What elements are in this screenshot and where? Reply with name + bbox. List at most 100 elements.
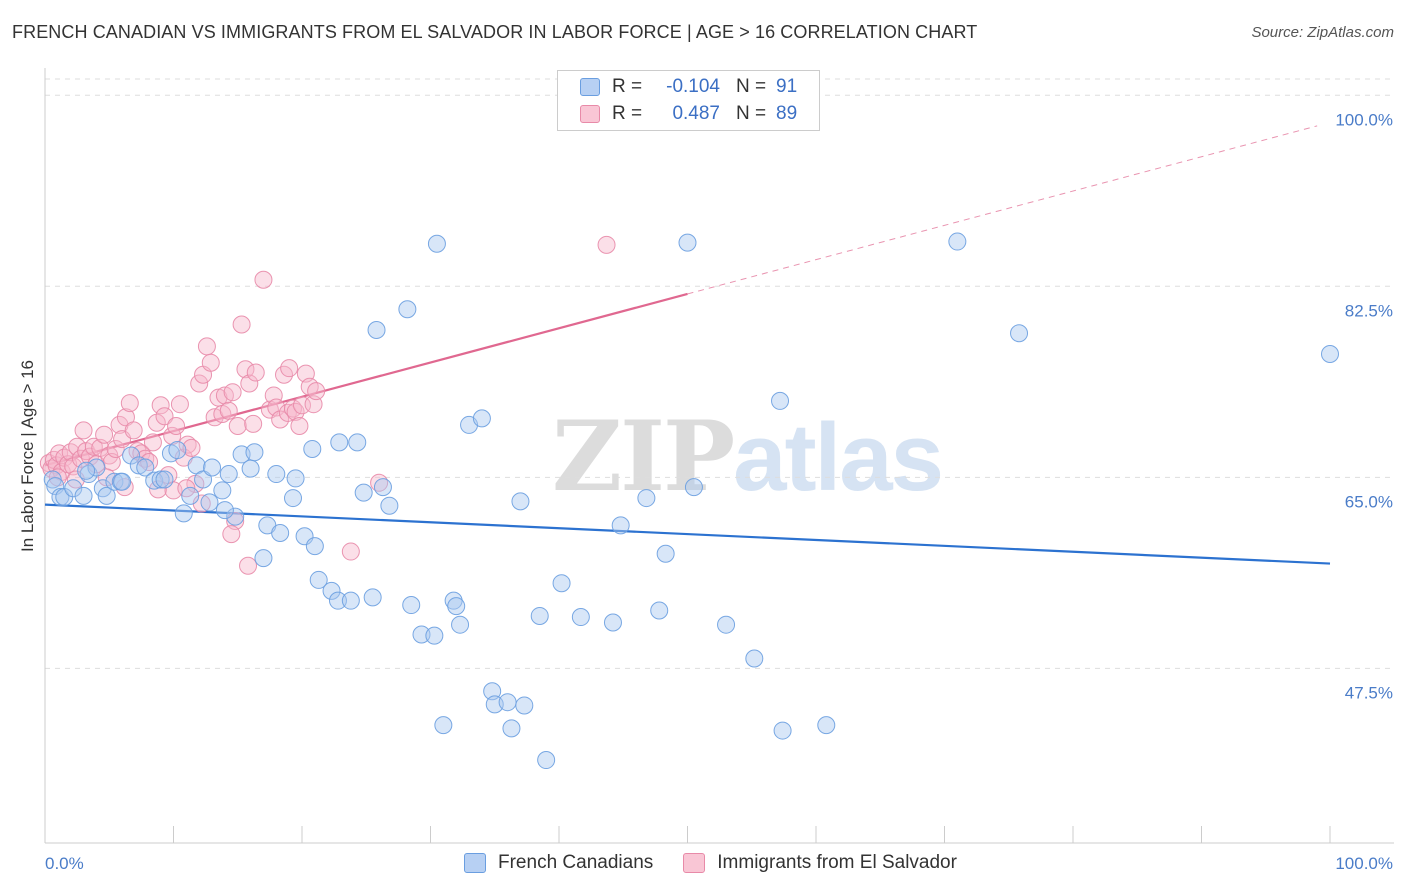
data-point-french-canadians — [1010, 324, 1029, 343]
legend-label-french-canadians: French Canadians — [498, 852, 654, 873]
data-point-el-salvador — [147, 413, 166, 432]
watermark: ZIPatlas — [552, 400, 944, 513]
data-point-french-canadians — [678, 233, 697, 252]
trend-line-french-canadians — [44, 503, 1331, 565]
data-point-el-salvador — [293, 396, 311, 415]
legend-swatch-pink — [580, 105, 600, 123]
data-point-french-canadians — [771, 391, 790, 410]
chart-title: FRENCH CANADIAN VS IMMIGRANTS FROM EL SA… — [12, 22, 978, 42]
data-point-el-salvador — [151, 396, 170, 415]
legend-n-value: 89 — [776, 103, 798, 124]
data-point-el-salvador — [201, 353, 220, 372]
data-point-french-canadians — [219, 465, 238, 484]
data-point-el-salvador — [222, 525, 241, 544]
data-point-french-canadians — [434, 716, 453, 735]
legend-item-el-salvador[interactable]: Immigrants from El Salvador — [683, 852, 957, 874]
data-point-french-canadians — [412, 625, 431, 644]
data-point-french-canadians — [215, 501, 234, 520]
data-point-french-canadians — [511, 492, 530, 511]
data-point-french-canadians — [129, 456, 148, 475]
legend-n-value: 91 — [776, 76, 798, 97]
data-point-french-canadians — [773, 721, 792, 740]
data-point-el-salvador — [170, 395, 189, 414]
data-point-french-canadians — [611, 516, 630, 535]
data-point-french-canadians — [717, 615, 736, 634]
data-point-french-canadians — [745, 649, 764, 668]
data-point-el-salvador — [228, 417, 247, 436]
data-point-french-canadians — [380, 496, 399, 515]
y-tick-label: 100.0% — [1335, 110, 1393, 129]
legend-swatch-blue — [464, 853, 486, 873]
data-point-french-canadians — [181, 486, 200, 505]
data-point-french-canadians — [363, 588, 382, 607]
source-label: Source: ZipAtlas.com — [1251, 24, 1394, 41]
data-point-french-canadians — [168, 441, 187, 460]
data-point-french-canadians — [498, 693, 517, 712]
data-point-french-canadians — [537, 751, 556, 770]
data-point-el-salvador — [143, 433, 162, 452]
legend-row-french-canadians: R = -0.104 N = 91 — [580, 75, 797, 99]
data-point-el-salvador — [110, 415, 129, 434]
data-point-french-canadians — [447, 597, 466, 616]
data-point-el-salvador — [254, 270, 273, 289]
data-point-french-canadians — [330, 433, 349, 452]
data-point-french-canadians — [328, 591, 347, 610]
legend-r-value: 0.487 — [672, 103, 720, 124]
legend-item-french-canadians[interactable]: French Canadians — [464, 852, 653, 874]
y-tick-label: 82.5% — [1345, 301, 1393, 320]
data-point-french-canadians — [74, 486, 93, 505]
data-point-french-canadians — [254, 549, 273, 568]
data-point-el-salvador — [271, 410, 290, 429]
data-point-french-canadians — [637, 489, 656, 508]
data-point-french-canadians — [367, 320, 386, 339]
data-point-french-canadians — [948, 232, 967, 251]
data-point-french-canadians — [136, 458, 155, 477]
data-point-el-salvador — [244, 414, 263, 433]
data-point-el-salvador — [95, 425, 114, 444]
data-point-french-canadians — [502, 719, 521, 738]
trend-layer — [44, 125, 1331, 565]
data-point-french-canadians — [194, 470, 213, 489]
data-point-french-canadians — [286, 469, 305, 488]
data-point-french-canadians — [817, 716, 836, 735]
legend-r-label: R = — [612, 76, 643, 97]
series-legend: French Canadians Immigrants from El Salv… — [464, 852, 987, 874]
data-point-el-salvador — [232, 315, 251, 334]
data-point-french-canadians — [348, 433, 367, 452]
legend-row-el-salvador: R = 0.487 N = 89 — [580, 102, 797, 126]
data-point-el-salvador — [84, 437, 103, 456]
data-point-el-salvador — [307, 382, 326, 401]
data-point-french-canadians — [97, 486, 116, 505]
data-point-el-salvador — [219, 401, 238, 420]
data-point-french-canadians — [122, 446, 141, 465]
points-layer — [39, 232, 1339, 770]
trend-line-el-salvador — [44, 292, 688, 467]
data-point-el-salvador — [163, 426, 182, 445]
data-point-el-salvador — [74, 421, 93, 440]
correlation-legend: R = -0.104 N = 91 R = 0.487 N = 89 — [557, 70, 820, 131]
data-point-french-canadians — [427, 234, 446, 253]
data-point-el-salvador — [304, 395, 323, 414]
data-point-french-canadians — [373, 478, 392, 497]
data-point-french-canadians — [155, 470, 174, 489]
data-point-el-salvador — [341, 542, 360, 561]
data-point-french-canadians — [303, 439, 322, 458]
data-point-el-salvador — [286, 402, 305, 421]
data-point-el-salvador — [120, 394, 139, 413]
data-point-french-canadians — [650, 601, 669, 620]
data-point-french-canadians — [200, 493, 219, 512]
data-point-el-salvador — [236, 360, 255, 379]
data-point-french-canadians — [267, 465, 286, 484]
data-point-el-salvador — [223, 383, 242, 402]
data-point-el-salvador — [197, 337, 216, 356]
data-point-el-salvador — [167, 417, 186, 436]
y-tick-label: 65.0% — [1345, 492, 1393, 511]
data-point-french-canadians — [284, 489, 303, 508]
data-point-french-canadians — [87, 458, 106, 477]
data-point-el-salvador — [240, 374, 259, 393]
legend-label-el-salvador: Immigrants from El Salvador — [717, 852, 957, 873]
data-point-french-canadians — [451, 615, 470, 634]
data-point-french-canadians — [530, 606, 549, 625]
data-point-el-salvador — [182, 438, 201, 457]
data-point-french-canadians — [402, 596, 421, 615]
